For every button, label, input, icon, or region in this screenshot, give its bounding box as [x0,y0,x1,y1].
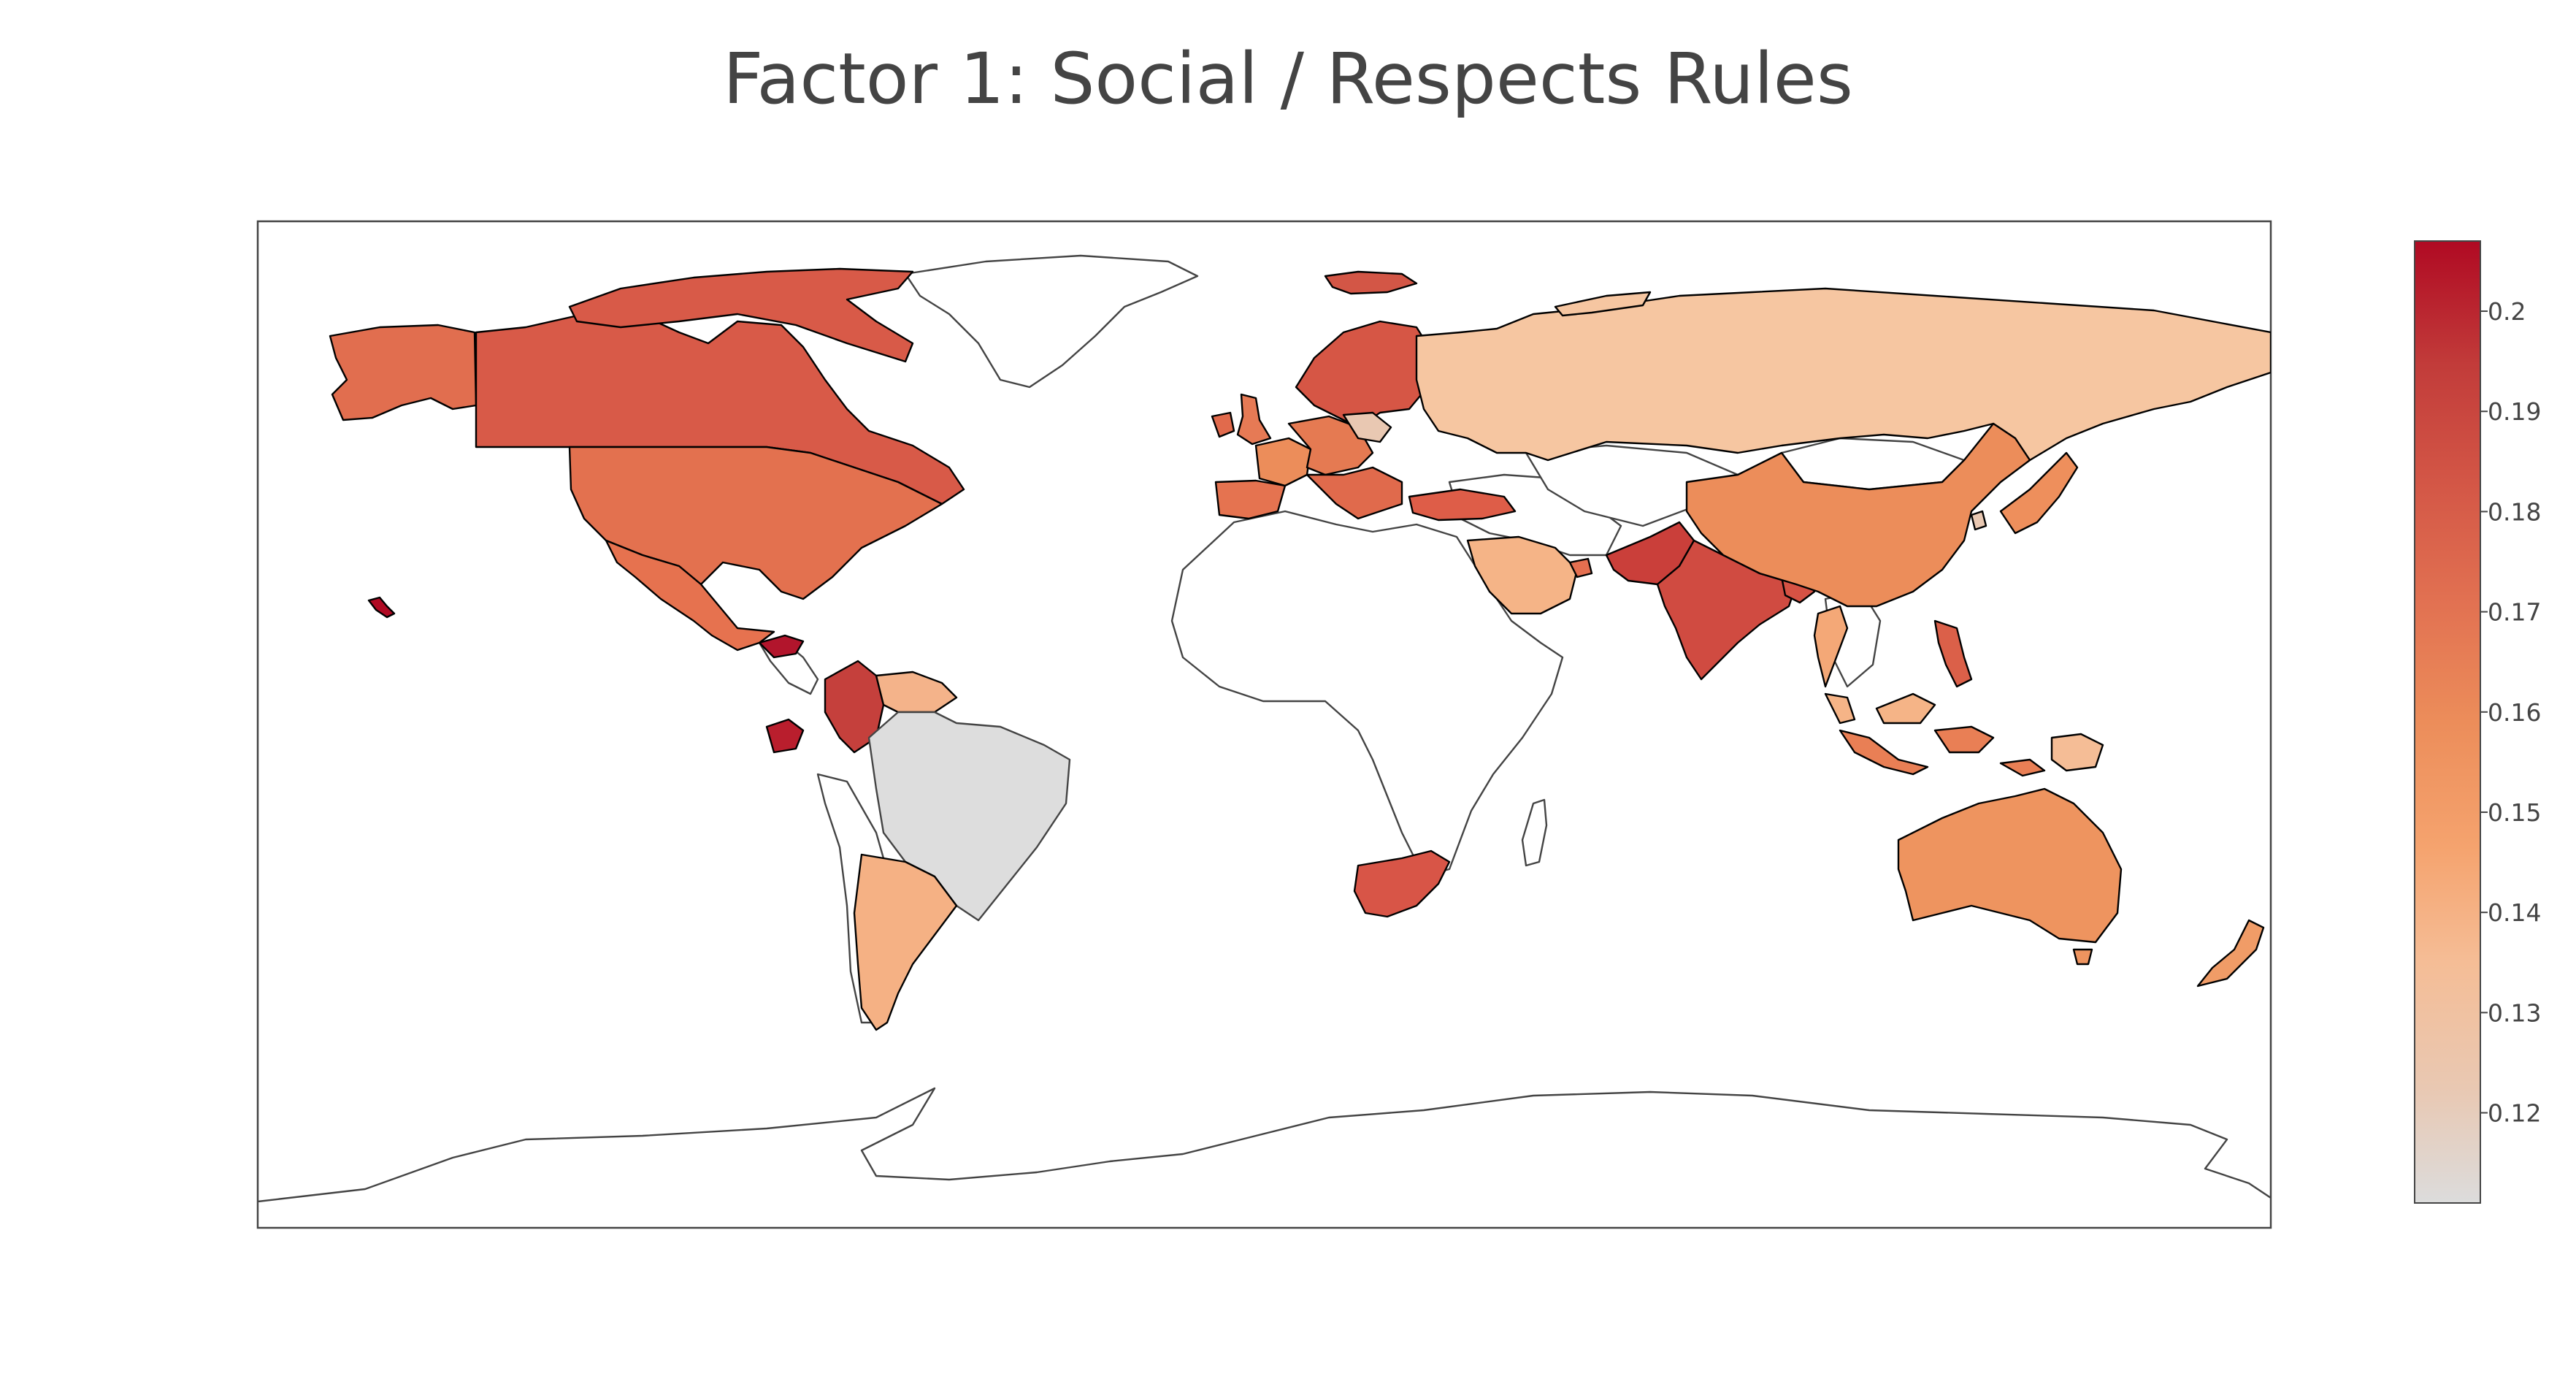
colorbar: 0.12 0.13 0.14 0.15 0.16 0.17 0.18 0.19 0.2 [2414,240,2541,1204]
country-argentina [853,853,958,1031]
country-south-africa [1353,849,1451,918]
country-papua-new-guinea [2050,733,2104,772]
colorbar-tick-label: 0.12 [2488,1099,2541,1128]
country-thailand [1813,605,1849,688]
greenland-shape [904,254,1199,389]
country-new-zealand [2196,919,2265,988]
colorbar-tick-label: 0.15 [2488,798,2541,827]
country-uae [1568,557,1593,578]
country-turkey [1408,488,1517,522]
country-iceland [1324,270,1418,295]
colorbar-tick-label: 0.17 [2488,598,2541,627]
colorbar-tick-label: 0.13 [2488,998,2541,1027]
country-india [1656,539,1798,681]
antarctica-shape [258,1087,2271,1228]
country-canada-arctic-islands [568,267,914,363]
colorbar-tick-label: 0.16 [2488,698,2541,727]
colorbar-tick-label: 0.18 [2488,497,2541,526]
country-poland [1342,411,1392,443]
colorbar-gradient [2414,240,2481,1204]
country-malaysia [1824,692,1936,725]
country-venezuela [875,671,958,714]
country-ecuador [765,718,805,754]
country-saudi-arabia [1466,535,1579,615]
country-united-kingdom [1236,393,1272,446]
country-italy-balkans [1306,466,1403,520]
country-tasmania [2072,948,2093,966]
country-alaska [329,324,478,421]
colorbar-tick-label: 0.14 [2488,898,2541,927]
country-spain-portugal [1214,479,1287,520]
country-japan [1999,451,2079,535]
country-china [1685,422,2031,608]
country-honduras [758,634,805,659]
country-hawaii [367,596,396,619]
colorbar-ticks: 0.12 0.13 0.14 0.15 0.16 0.17 0.18 0.19 0.2 [2480,297,2541,1128]
colorbar-tick-label: 0.2 [2488,297,2526,326]
colorbar-tick-label: 0.19 [2488,397,2541,426]
country-australia [1897,787,2123,944]
country-russia-northern-island [1554,291,1652,317]
country-ireland [1211,411,1235,438]
country-south-korea [1970,510,1987,531]
country-germany-central-europe [1287,415,1374,476]
africa-shape [1170,510,1564,874]
country-indonesia [1839,725,2046,777]
madagascar-shape [1521,798,1548,867]
chart-title: Factor 1: Social / Respects Rules [723,38,1853,120]
country-philippines [1933,619,1973,688]
